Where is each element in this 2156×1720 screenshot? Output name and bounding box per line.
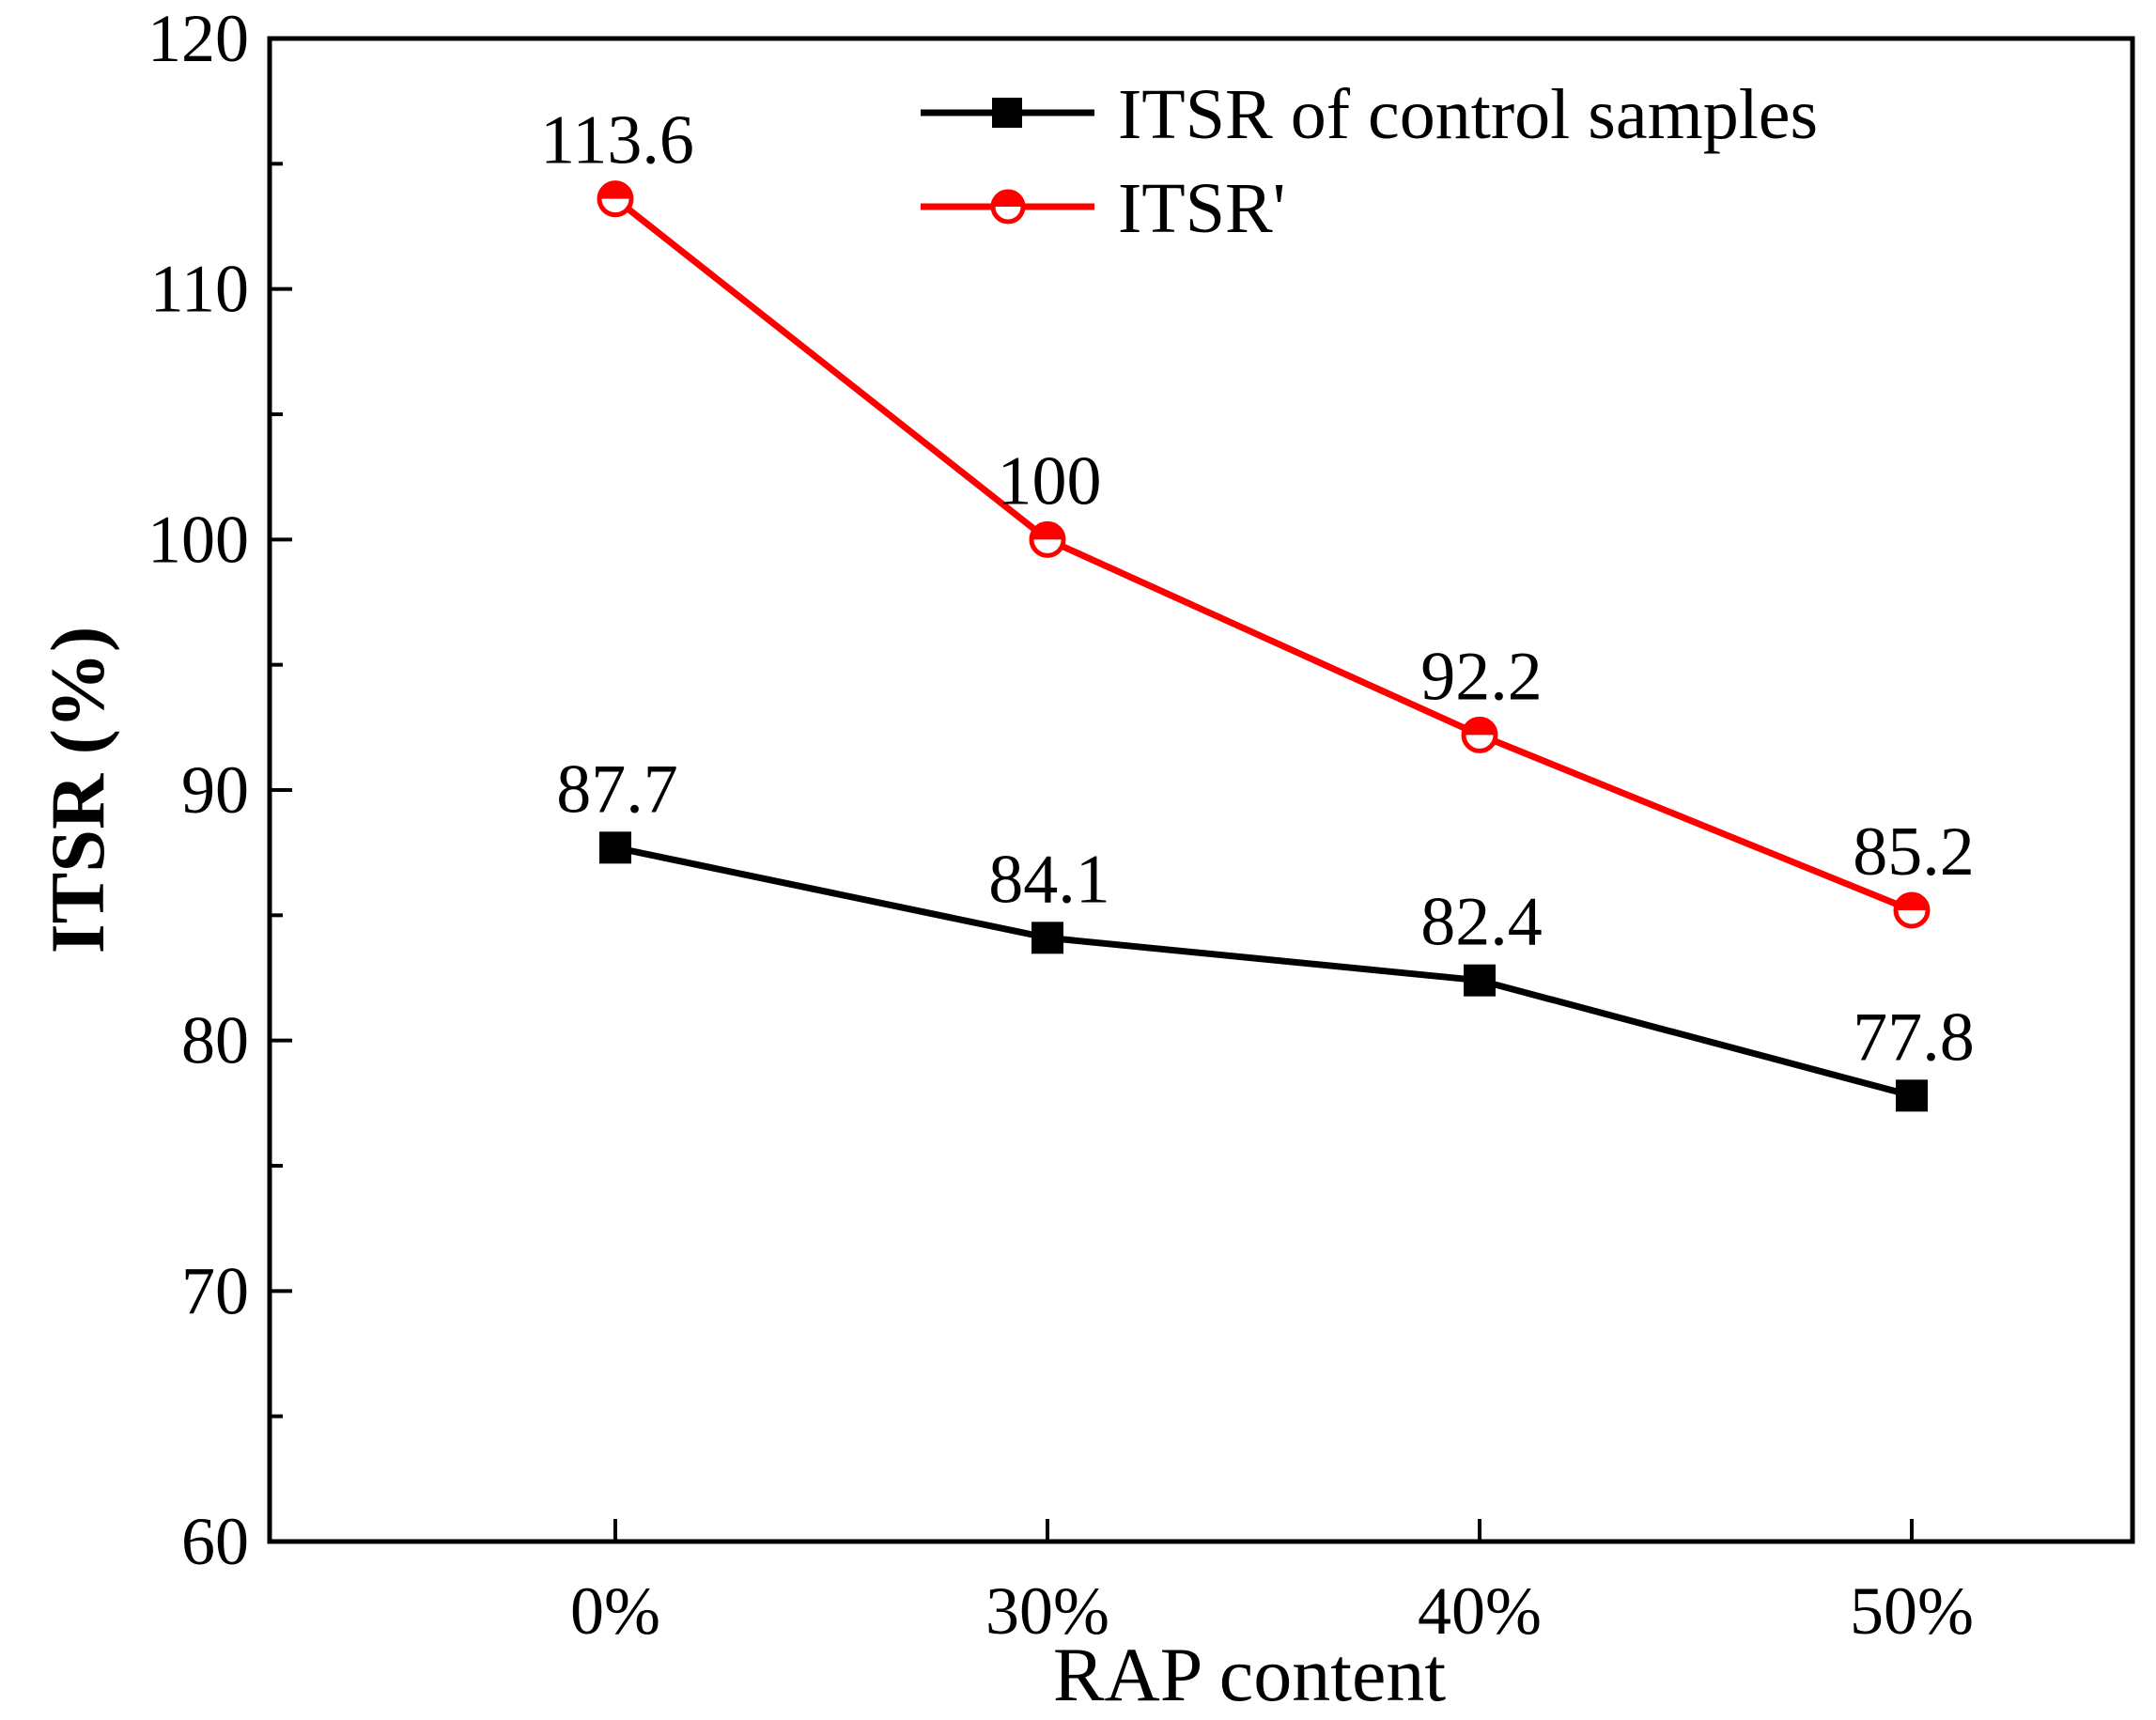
y-axis-ticks: 60 70 80 90 100 110 120 <box>147 1 292 1579</box>
data-label: 82.4 <box>1420 884 1543 961</box>
y-axis-title: ITSR (%) <box>35 627 120 954</box>
data-label: 100 <box>998 442 1102 519</box>
legend-marker-itsr-prime <box>990 189 1026 225</box>
data-label: 85.2 <box>1853 814 1975 891</box>
legend-label-control: ITSR of control samples <box>1118 75 1818 154</box>
data-label: 87.7 <box>556 751 678 828</box>
y-tick-label: 90 <box>181 752 249 828</box>
y-tick-label: 110 <box>150 252 249 327</box>
data-point-control <box>1896 1079 1928 1112</box>
data-point-control <box>599 831 631 864</box>
data-label: 92.2 <box>1420 638 1543 715</box>
marker-half-fill <box>1031 523 1063 540</box>
x-tick-label: 0% <box>570 1573 660 1649</box>
data-label: 84.1 <box>988 841 1110 918</box>
x-tick-label: 30% <box>985 1573 1109 1649</box>
x-axis-ticks: 0% 30% 40% 50% <box>570 1519 1974 1649</box>
data-point-itsr-prime <box>1893 891 1931 929</box>
series-layer <box>597 180 1931 1112</box>
marker-half-fill <box>1464 719 1496 736</box>
series-line-1 <box>613 195 1914 914</box>
x-tick-label: 40% <box>1418 1573 1542 1649</box>
data-label: 113.6 <box>540 102 694 179</box>
y-tick-label: 120 <box>147 1 249 76</box>
legend-marker-control <box>992 98 1022 128</box>
x-axis-title: RAP content <box>1053 1632 1447 1717</box>
y-tick-label: 100 <box>147 502 249 577</box>
data-point-itsr-prime <box>1029 520 1066 558</box>
marker-half-fill <box>1896 894 1928 910</box>
data-label: 77.8 <box>1853 999 1975 1076</box>
data-labels: 87.7 84.1 82.4 77.8 113.6 100 92.2 85.2 <box>540 102 1975 1077</box>
x-tick-label: 50% <box>1850 1573 1974 1649</box>
data-point-itsr-prime <box>1461 716 1498 753</box>
y-tick-label: 60 <box>181 1504 249 1579</box>
y-tick-label: 70 <box>181 1253 249 1328</box>
plot-frame <box>267 36 2135 1544</box>
series-line-0 <box>614 844 1913 1099</box>
data-point-control <box>1031 922 1063 954</box>
data-point-itsr-prime <box>597 180 634 218</box>
data-point-control <box>1464 964 1496 997</box>
legend-label-itsr-prime: ITSR' <box>1118 169 1285 248</box>
marker-half-fill <box>599 182 631 199</box>
legend: ITSR of control samples ITSR' <box>921 75 1818 248</box>
y-tick-label: 80 <box>181 1003 249 1078</box>
